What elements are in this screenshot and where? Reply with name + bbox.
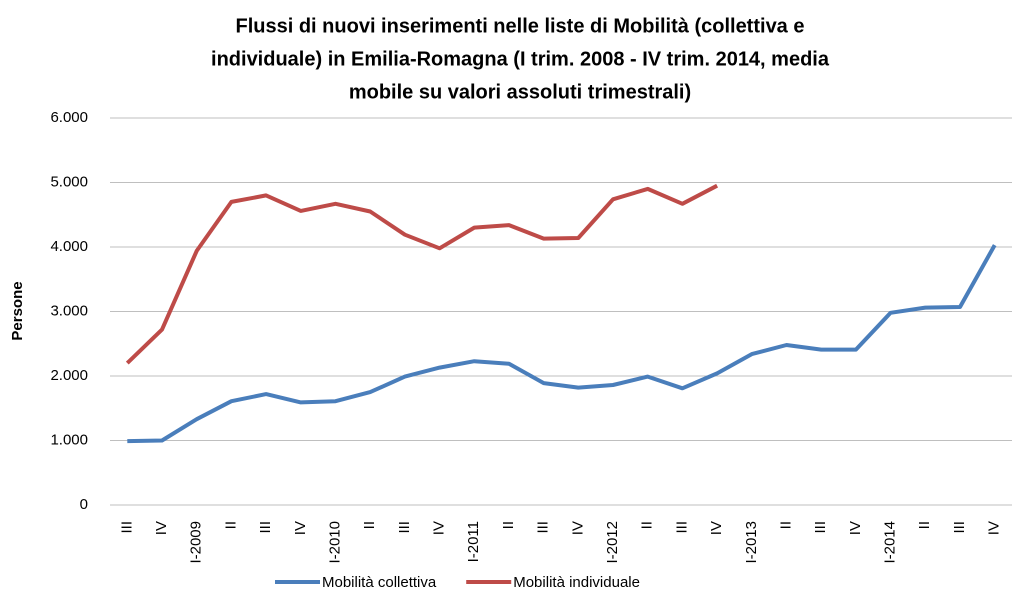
- x-tick-label: IV: [153, 521, 170, 535]
- data-line: [127, 244, 997, 444]
- x-tick-label: IV: [569, 521, 586, 535]
- x-tick-label: IV: [708, 521, 725, 535]
- x-tick-label: III: [535, 521, 552, 534]
- x-tick-label: III: [673, 521, 690, 534]
- y-tick-label: 1.000: [50, 431, 88, 448]
- x-tick-label: IV: [431, 521, 448, 535]
- x-tick-label: III: [951, 521, 968, 534]
- x-tick-label: IV: [986, 521, 1003, 535]
- x-tick-label: II: [500, 521, 517, 529]
- y-tick-label: 6.000: [50, 109, 88, 126]
- x-tick-label: IV: [292, 521, 309, 535]
- x-tick-label: III: [257, 521, 274, 534]
- x-tick-label: I-2010: [326, 521, 343, 564]
- x-tick-label: I-2009: [188, 521, 205, 564]
- x-tick-label: II: [916, 521, 933, 529]
- x-tick-label: IV: [847, 521, 864, 535]
- data-line: [125, 183, 719, 365]
- chart-title: individuale) in Emilia-Romagna (I trim. …: [211, 48, 830, 70]
- x-tick-label: I-2013: [743, 521, 760, 564]
- chart-title: mobile su valori assoluti trimestrali): [349, 81, 691, 103]
- y-tick-label: 3.000: [50, 302, 88, 319]
- x-tick-label: III: [812, 521, 829, 534]
- y-axis-title: Persone: [9, 281, 26, 340]
- chart-title: Flussi di nuovi inserimenti nelle liste …: [235, 15, 804, 37]
- x-tick-label: I-2014: [882, 521, 899, 564]
- x-tick-label: II: [222, 521, 239, 529]
- y-tick-label: 2.000: [50, 367, 88, 384]
- legend-label: Mobilità individuale: [513, 574, 640, 591]
- y-tick-label: 0: [80, 496, 88, 513]
- x-tick-label: II: [777, 521, 794, 529]
- y-tick-label: 5.000: [50, 173, 88, 190]
- x-tick-label: II: [361, 521, 378, 529]
- x-tick-label: II: [639, 521, 656, 529]
- x-tick-label: I-2011: [465, 521, 482, 562]
- legend-label: Mobilità collettiva: [322, 574, 437, 591]
- x-tick-label: I-2012: [604, 521, 621, 564]
- y-tick-label: 4.000: [50, 238, 88, 255]
- x-tick-label: III: [396, 521, 413, 534]
- x-tick-label: III: [118, 521, 135, 534]
